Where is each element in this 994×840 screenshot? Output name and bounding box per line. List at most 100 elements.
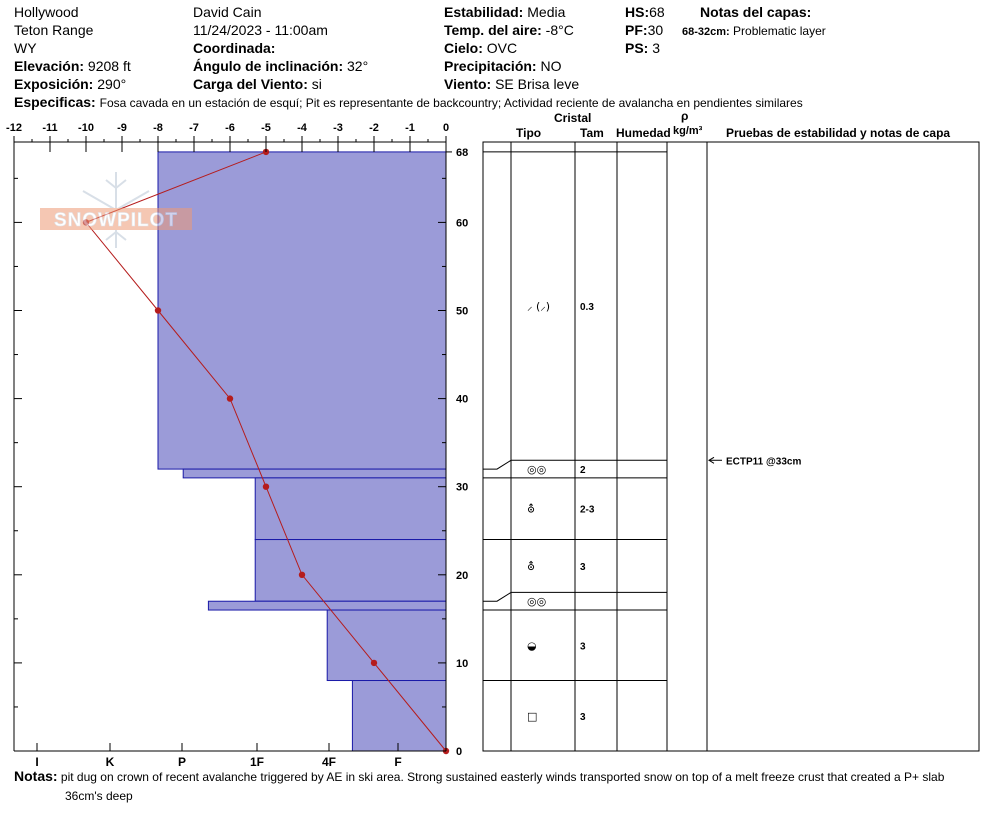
test-arrow-head: [708, 456, 715, 464]
crystal-type-symbol: ◒: [527, 639, 537, 652]
col-tam: Tam: [580, 126, 604, 140]
temp-tick-label: -9: [117, 122, 127, 134]
precip-value: NO: [540, 58, 562, 74]
airtemp-label: Temp. del aire:: [444, 22, 542, 38]
temp-tick-label: -8: [153, 122, 163, 134]
crystal-size: 3: [580, 712, 586, 723]
pf: PF:30: [625, 22, 663, 38]
hardness-tick-label: F: [394, 755, 401, 769]
hardness-bar: [157, 151, 447, 470]
snowpilot-logo: SNOWPILOT: [40, 172, 192, 248]
wind-label: Viento:: [444, 76, 492, 92]
layers-table-rows: ⸝ (⸝) 0.3 ◎◎ 2 ⛢ 2-3 ⛢ 3 ◎◎ ◒ 3 □ 3: [483, 151, 667, 723]
precip-label: Precipitación:: [444, 58, 537, 74]
col-tests: Pruebas de estabilidad y notas de capa: [726, 126, 951, 140]
stability: Estabilidad: Media: [444, 4, 565, 20]
layer-note-range: 68-32cm:: [682, 26, 730, 38]
stability-test-marker: ECTP11 @33cm: [708, 456, 801, 467]
hardness-tick-label: K: [106, 755, 115, 769]
layer-connector: [483, 591, 512, 602]
specifics-label: Especificas:: [14, 94, 96, 110]
crystal-type-symbol: □: [527, 710, 537, 723]
notes-label: Notas:: [14, 768, 58, 784]
height-tick-label: 60: [456, 217, 468, 229]
hardness-bar: [254, 477, 447, 541]
pf-label: PF:: [625, 22, 648, 38]
sky-value: OVC: [486, 40, 518, 56]
stability-value: Media: [527, 4, 566, 20]
temp-tick-label: -3: [333, 122, 343, 134]
col-rho: ρ: [681, 109, 689, 123]
elevation: Elevación: 9208 ft: [14, 58, 131, 74]
windload-value: si: [311, 76, 322, 92]
height-tick-label: 20: [456, 570, 468, 582]
hardness-bars: [157, 151, 447, 752]
crystal-size: 2: [580, 465, 586, 476]
crystal-type-symbol: ◎◎: [527, 463, 546, 476]
temp-tick-label: -6: [225, 122, 235, 134]
temp-tick-label: -4: [297, 122, 308, 134]
elevation-value: 9208 ft: [87, 58, 131, 74]
wind-value: SE Brisa leve: [495, 76, 580, 92]
logo-text: SNOWPILOT: [54, 210, 178, 231]
hardness-bar: [326, 609, 447, 682]
temperature-axis: -12 -11 -10 -9 -8 -7 -6 -5 -4 -3 -2 -1 0: [6, 122, 449, 152]
elevation-label: Elevación:: [14, 58, 85, 74]
temp-tick-label: -12: [6, 122, 22, 134]
sky: Cielo: OVC: [444, 40, 517, 56]
specifics: Especificas: Fosa cavada en un estación …: [14, 94, 803, 111]
col-tipo: Tipo: [516, 126, 542, 140]
wind-loading: Carga del Viento: si: [193, 76, 322, 92]
coordinates-label: Coordinada:: [193, 40, 276, 56]
temp-tick-label: -10: [78, 122, 94, 134]
air-temperature: Temp. del aire: -8°C: [444, 22, 574, 38]
height-tick-label: 68: [456, 147, 468, 159]
airtemp-value: -8°C: [545, 22, 574, 38]
height-axis: 0 10 20 30 40 50 60 68: [14, 147, 468, 758]
col-humedad: Humedad: [616, 126, 671, 140]
layer-note: 68-32cm: Problematic layer: [682, 23, 826, 40]
location-name: Hollywood: [14, 4, 79, 20]
temperature-point: [226, 395, 234, 402]
temp-tick-label: -1: [405, 122, 415, 134]
ps-label: PS:: [625, 40, 649, 56]
temp-tick-label: 0: [443, 122, 449, 134]
range-name: Teton Range: [14, 22, 94, 38]
col-density-unit: kg/m³: [673, 125, 703, 137]
aspect-label: Exposición:: [14, 76, 94, 92]
height-tick-label: 30: [456, 482, 468, 494]
height-tick-label: 0: [456, 746, 462, 758]
aspect-value: 290°: [97, 76, 127, 92]
pf-value: 30: [647, 22, 664, 38]
hardness-tick-label: I: [35, 755, 38, 769]
crystal-type-symbol: ⸝ (⸝): [527, 300, 550, 313]
observer-name: David Cain: [193, 4, 262, 20]
hardness-axis: I K P 1F 4F F: [35, 743, 402, 769]
notes-line2: 36cm's deep: [65, 789, 133, 803]
height-tick-label: 40: [456, 394, 468, 406]
slope-angle: Ángulo de inclinación: 32°: [193, 58, 368, 74]
hardness-tick-label: 4F: [322, 755, 336, 769]
height-tick-label: 50: [456, 306, 468, 318]
precipitation: Precipitación: NO: [444, 58, 561, 74]
ps-value: 3: [652, 40, 661, 56]
temp-tick-label: -7: [189, 122, 199, 134]
layers-table-frame: [482, 141, 980, 752]
temperature-point: [154, 307, 162, 314]
windload-label: Carga del Viento:: [193, 76, 308, 92]
hardness-bar: [351, 680, 447, 752]
sky-label: Cielo:: [444, 40, 483, 56]
hs-value: 68: [649, 4, 665, 20]
hardness-bar: [254, 539, 447, 602]
notes-line1: pit dug on crown of recent avalanche tri…: [60, 770, 945, 784]
height-tick-label: 10: [456, 658, 468, 670]
stability-label: Estabilidad:: [444, 4, 524, 20]
aspect: Exposición: 290°: [14, 76, 126, 92]
wind: Viento: SE Brisa leve: [444, 76, 579, 92]
temperature-point: [370, 659, 378, 667]
crystal-size: 0.3: [580, 302, 594, 313]
ps: PS: 3: [625, 40, 660, 56]
hardness-tick-label: P: [178, 755, 186, 769]
crystal-size: 3: [580, 562, 586, 573]
